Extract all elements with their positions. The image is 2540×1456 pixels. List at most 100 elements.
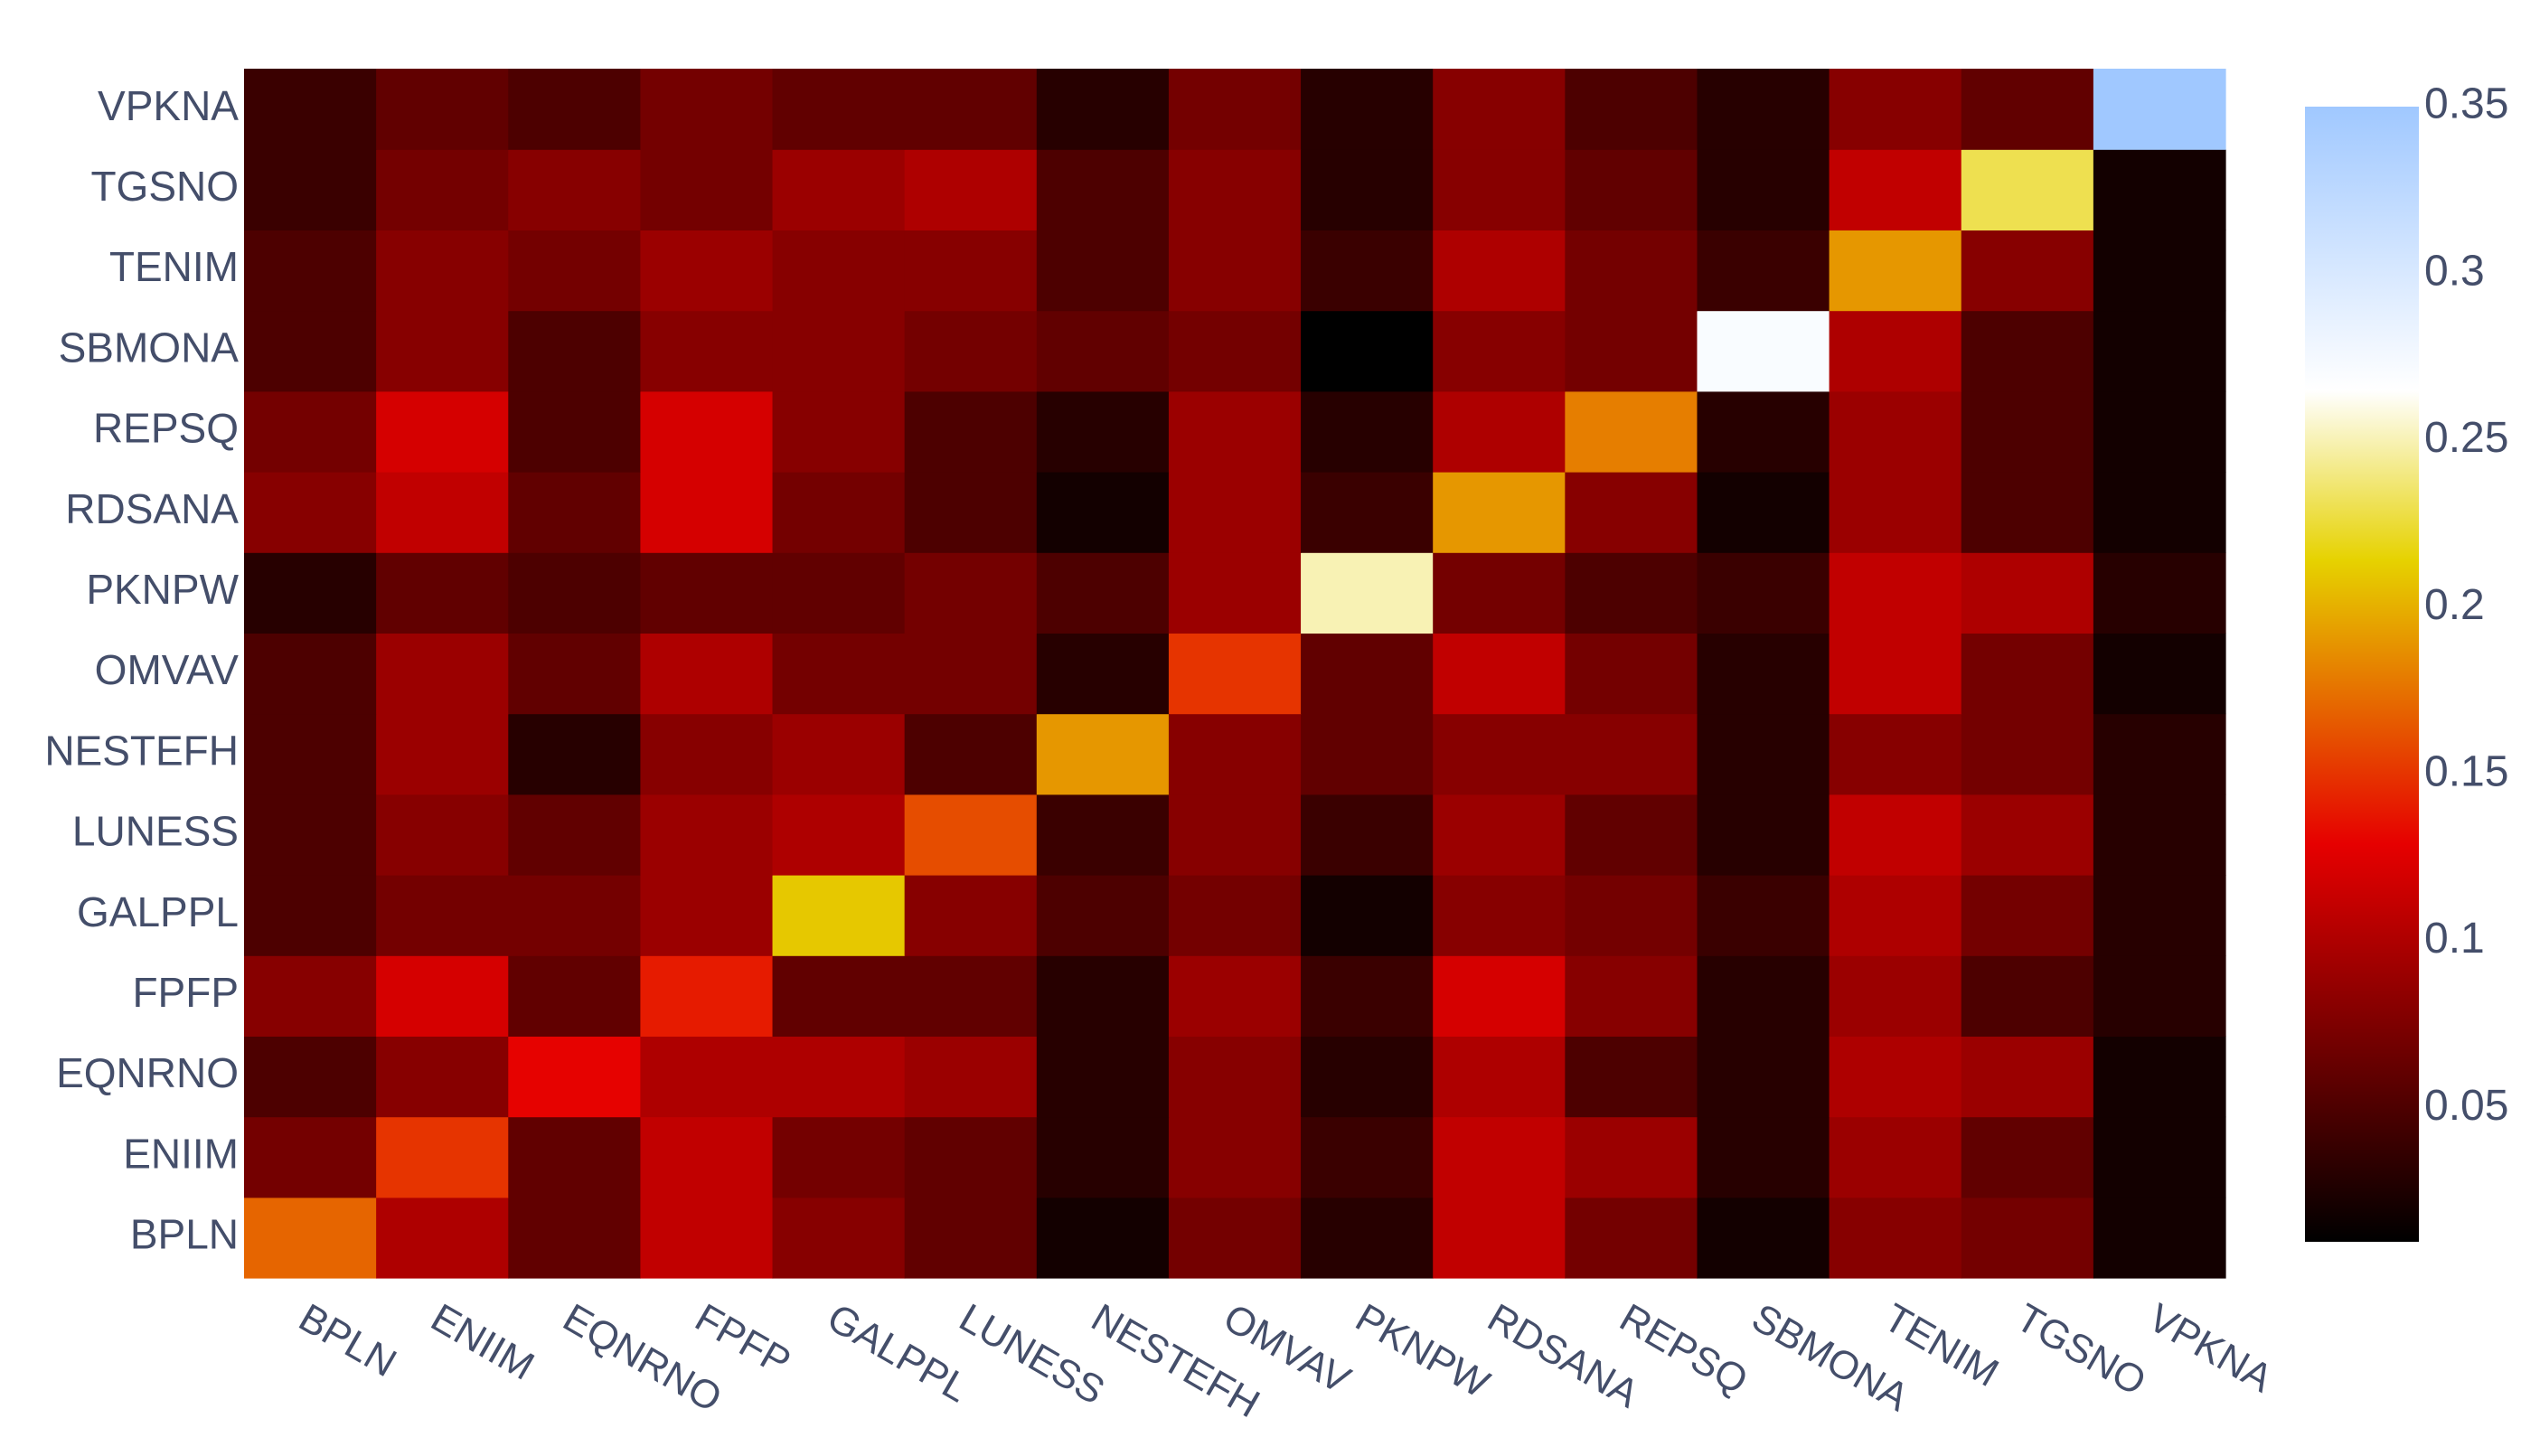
heatmap-cell-rdsana-vpkna	[2093, 472, 2226, 553]
heatmap-cell-tgsno-pknpw	[1301, 149, 1434, 230]
heatmap-cell-bpln-tgsno	[1961, 1197, 2094, 1279]
heatmap-cell-luness-omvav	[1168, 794, 1302, 876]
heatmap-cell-sbmona-fpfp	[640, 310, 774, 392]
heatmap-cell-pknpw-nestefh	[1036, 552, 1170, 634]
heatmap-cell-luness-tenim	[1829, 794, 1962, 876]
heatmap-cell-eniim-galppl	[772, 1116, 906, 1198]
heatmap-cell-vpkna-vpkna	[2093, 69, 2226, 150]
heatmap-cell-tgsno-tenim	[1829, 149, 1962, 230]
heatmap-cell-fpfp-repsq	[1565, 955, 1698, 1037]
colorbar-tick-labels: 0.05 0.1 0.15 0.2 0.25 0.3 0.35	[2424, 80, 2508, 1130]
heatmap-cell-tenim-rdsana	[1433, 230, 1566, 312]
heatmap-cell-galppl-pknpw	[1301, 875, 1434, 956]
heatmap-cell-pknpw-luness	[904, 552, 1038, 634]
heatmap-cell-galppl-repsq	[1565, 875, 1698, 956]
heatmap-cell-bpln-rdsana	[1433, 1197, 1566, 1279]
heatmap-cell-galppl-nestefh	[1036, 875, 1170, 956]
colorbar-tick-label: 0.35	[2424, 80, 2508, 128]
heatmap-cell-tenim-bpln	[244, 230, 377, 312]
heatmap-cell-sbmona-omvav	[1168, 310, 1302, 392]
heatmap-cell-galppl-vpkna	[2093, 875, 2226, 956]
heatmap-cell-tenim-pknpw	[1301, 230, 1434, 312]
heatmap-cell-luness-pknpw	[1301, 794, 1434, 876]
heatmap-cell-eniim-tgsno	[1961, 1116, 2094, 1198]
heatmap-cell-luness-rdsana	[1433, 794, 1566, 876]
heatmap-cell-fpfp-pknpw	[1301, 955, 1434, 1037]
heatmap-cell-tgsno-galppl	[772, 149, 906, 230]
heatmap-cell-pknpw-sbmona	[1697, 552, 1830, 634]
heatmap-cell-fpfp-omvav	[1168, 955, 1302, 1037]
colorbar-tick-label: 0.3	[2424, 247, 2485, 295]
heatmap-cell-eniim-bpln	[244, 1116, 377, 1198]
heatmap-cell-galppl-rdsana	[1433, 875, 1566, 956]
heatmap-cell-nestefh-repsq	[1565, 713, 1698, 795]
heatmap-cell-omvav-bpln	[244, 633, 377, 715]
y-axis-tick-labels: BPLN ENIIM EQNRNO FPFP GALPPL LUNESS NESTEFH OM…	[44, 82, 239, 1258]
heatmap-cell-vpkna-galppl	[772, 69, 906, 150]
colorbar-tick-label: 0.1	[2424, 915, 2485, 963]
heatmap-cell-nestefh-fpfp	[640, 713, 774, 795]
heatmap-cell-luness-luness	[904, 794, 1038, 876]
heatmap-cell-repsq-luness	[904, 390, 1038, 473]
heatmap-cell-eqnrno-tenim	[1829, 1036, 1962, 1118]
heatmap-cell-rdsana-omvav	[1168, 472, 1302, 553]
heatmap-cell-bpln-omvav	[1168, 1197, 1302, 1279]
heatmap-cell-repsq-fpfp	[640, 390, 774, 473]
y-tick-label: TENIM	[109, 243, 239, 290]
y-tick-label: RDSANA	[65, 485, 239, 532]
x-tick-label: ENIIM	[424, 1295, 541, 1389]
heatmap-cell-eqnrno-pknpw	[1301, 1036, 1434, 1118]
heatmap-cell-eniim-eqnrno	[508, 1116, 641, 1198]
heatmap-cell-tgsno-vpkna	[2093, 149, 2226, 230]
x-tick-label: RDSANA	[1481, 1295, 1647, 1416]
heatmap-cell-vpkna-rdsana	[1433, 69, 1566, 150]
heatmap-cell-pknpw-rdsana	[1433, 552, 1566, 634]
heatmap-cell-omvav-repsq	[1565, 633, 1698, 715]
y-tick-label: ENIIM	[123, 1130, 239, 1177]
heatmap-cell-bpln-galppl	[772, 1197, 906, 1279]
heatmap-cell-galppl-tgsno	[1961, 875, 2094, 956]
heatmap-cell-eqnrno-eqnrno	[508, 1036, 641, 1118]
heatmap-cell-rdsana-pknpw	[1301, 472, 1434, 553]
heatmap-cell-vpkna-repsq	[1565, 69, 1698, 150]
heatmap-cell-nestefh-omvav	[1168, 713, 1302, 795]
x-tick-label: PKNPW	[1349, 1295, 1498, 1406]
heatmap-cell-nestefh-luness	[904, 713, 1038, 795]
heatmap-cells	[244, 69, 2226, 1279]
heatmap-cell-nestefh-galppl	[772, 713, 906, 795]
heatmap-cell-vpkna-omvav	[1168, 69, 1302, 150]
heatmap-cell-bpln-vpkna	[2093, 1197, 2226, 1279]
heatmap-cell-repsq-pknpw	[1301, 390, 1434, 473]
heatmap-cell-galppl-tenim	[1829, 875, 1962, 956]
heatmap-cell-nestefh-sbmona	[1697, 713, 1830, 795]
x-tick-label: GALPPL	[820, 1295, 976, 1411]
heatmap-cell-sbmona-vpkna	[2093, 310, 2226, 392]
heatmap-cell-fpfp-eniim	[376, 955, 509, 1037]
heatmap-cell-tenim-repsq	[1565, 230, 1698, 312]
heatmap-cell-sbmona-sbmona	[1697, 310, 1830, 392]
y-tick-label: SBMONA	[59, 324, 240, 371]
heatmap-cell-omvav-luness	[904, 633, 1038, 715]
heatmap-cell-fpfp-fpfp	[640, 955, 774, 1037]
heatmap-cell-nestefh-vpkna	[2093, 713, 2226, 795]
heatmap-cell-luness-tgsno	[1961, 794, 2094, 876]
heatmap-cell-eqnrno-nestefh	[1036, 1036, 1170, 1118]
heatmap-cell-eqnrno-luness	[904, 1036, 1038, 1118]
heatmap-cell-pknpw-galppl	[772, 552, 906, 634]
heatmap-cell-fpfp-bpln	[244, 955, 377, 1037]
y-tick-label: BPLN	[130, 1211, 239, 1258]
heatmap-cell-rdsana-sbmona	[1697, 472, 1830, 553]
heatmap-cell-bpln-repsq	[1565, 1197, 1698, 1279]
heatmap-cell-bpln-nestefh	[1036, 1197, 1170, 1279]
heatmap-cell-rdsana-rdsana	[1433, 472, 1566, 553]
heatmap-cell-rdsana-eniim	[376, 472, 509, 553]
heatmap-cell-nestefh-bpln	[244, 713, 377, 795]
colorbar-tick-label: 0.25	[2424, 414, 2508, 462]
heatmap-cell-omvav-vpkna	[2093, 633, 2226, 715]
heatmap-cell-vpkna-nestefh	[1036, 69, 1170, 150]
heatmap-cell-pknpw-pknpw	[1301, 552, 1434, 634]
heatmap-cell-bpln-eniim	[376, 1197, 509, 1279]
heatmap-cell-galppl-eniim	[376, 875, 509, 956]
